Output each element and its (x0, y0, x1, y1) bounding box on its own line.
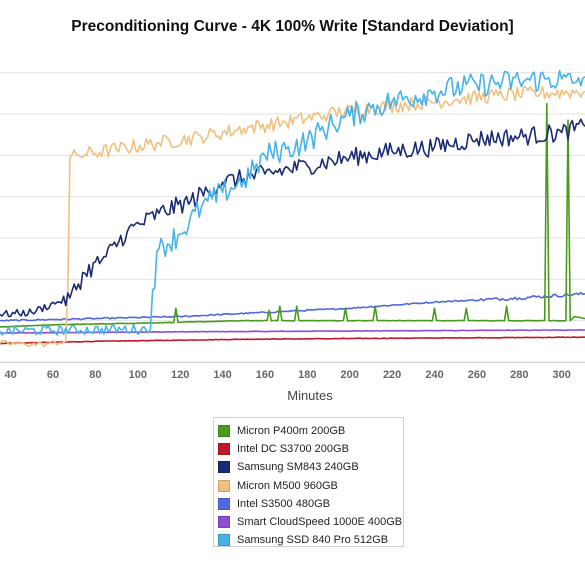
x-tick-label: 80 (89, 369, 101, 381)
legend-label: Samsung SSD 840 Pro 512GB (237, 534, 389, 547)
legend: Micron P400m 200GB Intel DC S3700 200GB Sa… (213, 417, 404, 547)
legend-swatch (218, 479, 230, 492)
legend-item: Smart CloudSpeed 1000E 400GB (218, 513, 403, 531)
series-line-intel-s3500-480gb (0, 291, 585, 322)
legend-swatch (218, 497, 230, 510)
series-line-samsung-sm843-240gb (0, 118, 585, 318)
legend-swatch (218, 516, 230, 529)
x-tick-label: 180 (298, 369, 316, 381)
legend-item: Micron M500 960GB (218, 477, 403, 495)
x-tick-label: 140 (213, 369, 231, 381)
legend-label: Intel S3500 480GB (237, 497, 330, 510)
x-tick-label: 40 (4, 369, 16, 381)
x-tick-label: 220 (383, 369, 401, 381)
legend-swatch (218, 443, 230, 456)
legend-label: Micron P400m 200GB (237, 425, 346, 438)
x-axis-label: Minutes (287, 388, 333, 403)
legend-swatch (218, 461, 230, 474)
legend-label: Micron M500 960GB (237, 479, 338, 492)
x-tick-label: 240 (425, 369, 443, 381)
x-tick-label: 280 (510, 369, 528, 381)
series-line-micron-m500-960gb (0, 85, 585, 348)
x-tick-label: 200 (341, 369, 359, 381)
legend-label: Samsung SM843 240GB (237, 461, 359, 474)
series-line-smart-cloudspeed-1000e-400gb (0, 329, 585, 334)
series-line-samsung-ssd-840-pro-512gb (0, 69, 585, 336)
chart-plot: 40 60 80 100 120 140 160 180 200 220 240 260 280 300 M… (0, 69, 585, 403)
legend-swatch (218, 534, 230, 547)
x-tick-label: 300 (553, 369, 571, 381)
x-tick-label: 120 (171, 369, 189, 381)
legend-item: Intel DC S3700 200GB (218, 440, 403, 458)
series-line-micron-p400m-200gb (0, 102, 585, 328)
x-tick-label: 160 (256, 369, 274, 381)
x-tick-label: 100 (129, 369, 147, 381)
series-line-intel-dc-s3700-200gb (0, 336, 585, 345)
legend-swatch (218, 425, 230, 438)
legend-item: Micron P400m 200GB (218, 422, 403, 440)
legend-item: Samsung SM843 240GB (218, 458, 403, 476)
legend-item: Intel S3500 480GB (218, 495, 403, 513)
legend-label: Intel DC S3700 200GB (237, 443, 349, 456)
x-tick-label: 60 (47, 369, 59, 381)
chart-title: Preconditioning Curve - 4K 100% Write [S… (71, 18, 514, 35)
legend-label: Smart CloudSpeed 1000E 400GB (237, 516, 403, 529)
legend-item: Samsung SSD 840 Pro 512GB (218, 531, 403, 549)
x-tick-label: 260 (468, 369, 486, 381)
